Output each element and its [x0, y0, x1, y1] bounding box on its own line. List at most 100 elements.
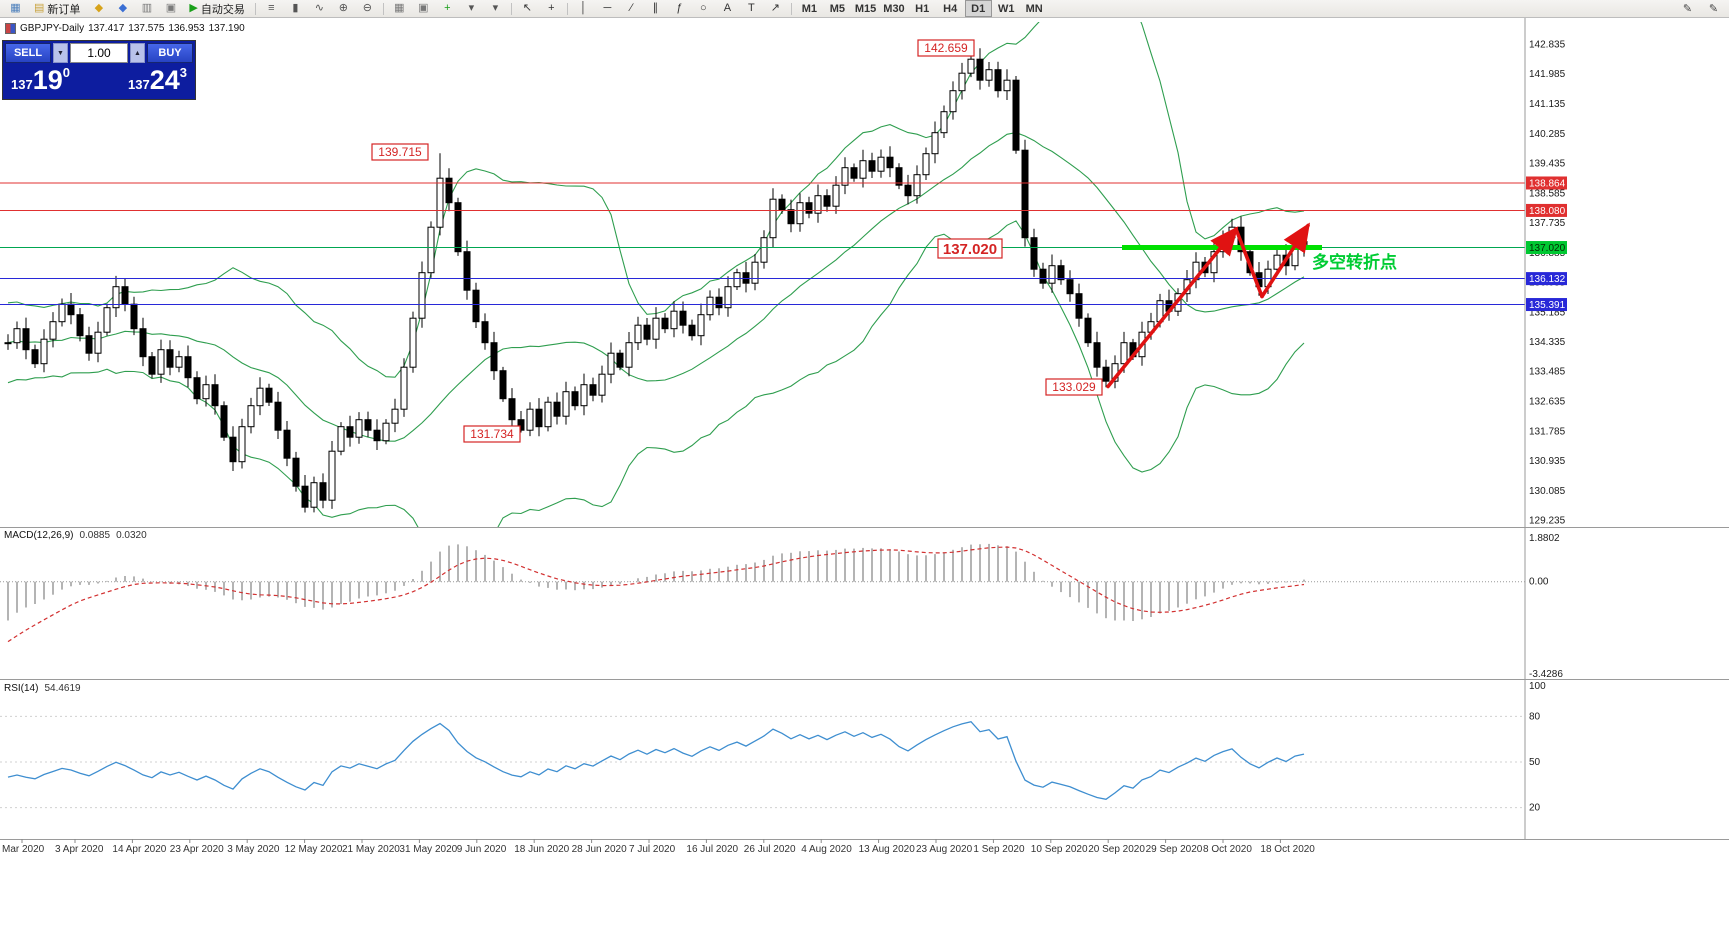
buy-price-pips: 24 — [149, 65, 180, 95]
sell-price-display[interactable]: 137190 — [11, 65, 70, 98]
price-axis-tick: 130.085 — [1529, 486, 1566, 497]
fibonacci-icon[interactable]: ƒ — [668, 0, 691, 17]
candle-body — [832, 184, 840, 207]
timeframe-mn-label: MN — [1025, 2, 1043, 15]
timeframe-w1-label: W1 — [997, 2, 1015, 15]
new-order-button[interactable]: ▤ 新订单 — [28, 0, 86, 17]
indicators-dropdown-icon[interactable]: ▾ — [460, 0, 483, 17]
candle-body — [508, 398, 516, 421]
autotrade-button-icon: ▶ — [189, 2, 198, 14]
candle-body — [112, 286, 120, 309]
lot-increase-button[interactable]: ▲ — [130, 43, 145, 63]
edit-pencil2-icon[interactable]: ✎ — [1708, 3, 1719, 15]
date-axis-label: 13 Aug 2020 — [859, 844, 916, 855]
timeframe-m15[interactable]: M15 — [852, 0, 879, 17]
timeframe-d1[interactable]: D1 — [964, 0, 992, 17]
sell-button[interactable]: SELL — [5, 43, 51, 63]
macd-axis-label: 1.8802 — [1529, 533, 1560, 544]
candle-body — [607, 352, 615, 375]
candle-body — [751, 261, 759, 284]
candlestick-chart-icon[interactable]: ▮ — [284, 0, 307, 17]
timeframe-m5[interactable]: M5 — [824, 0, 851, 17]
timeframe-m30[interactable]: M30 — [880, 0, 907, 17]
timeframe-w1[interactable]: W1 — [993, 0, 1020, 17]
price-axis-tick: 141.985 — [1529, 69, 1566, 80]
timeframe-m1-label: M1 — [801, 2, 818, 15]
periods-dropdown-icon[interactable]: ▾ — [484, 0, 507, 17]
new-order-button-icon: ▤ — [34, 2, 45, 14]
trend-arrow-segment[interactable] — [1106, 226, 1239, 389]
tile-windows-icon[interactable]: ▦ — [388, 0, 411, 17]
channel-icon[interactable]: ∥ — [644, 0, 667, 17]
candle-body — [616, 352, 624, 368]
toolbar-separator — [566, 2, 568, 15]
trend-arrow-segment[interactable] — [1234, 227, 1264, 299]
toolbar-separator — [254, 2, 256, 15]
market-watch-icon[interactable]: ◆ — [87, 0, 110, 17]
candle-body — [994, 69, 1002, 92]
candle-body — [283, 429, 291, 459]
zoom-in-icon[interactable]: ⊕ — [332, 0, 355, 17]
line-chart-icon[interactable]: ∿ — [308, 0, 331, 17]
candle-body — [1273, 254, 1281, 270]
price-callout-box[interactable] — [371, 143, 429, 161]
zoom-out-icon[interactable]: ⊖ — [356, 0, 379, 17]
candle-body — [652, 317, 660, 340]
navigator-icon[interactable]: ▥ — [135, 0, 158, 17]
trend-arrow-segment[interactable] — [1260, 222, 1310, 299]
date-axis-label: 16 Jul 2020 — [686, 844, 738, 855]
candle-body — [148, 356, 156, 375]
line-chart-icon: ∿ — [314, 2, 324, 14]
edit-pencil-icon[interactable]: ✎ — [1682, 3, 1693, 15]
price-callout-box[interactable] — [937, 238, 1003, 259]
cursor-icon[interactable]: ↖ — [516, 0, 539, 17]
indicators-add-icon[interactable]: + — [436, 0, 459, 17]
shapes-icon[interactable]: ○ — [692, 0, 715, 17]
terminal-icon: ▣ — [165, 2, 177, 14]
candle-body — [526, 408, 534, 431]
macd-axis-label: -3.4286 — [1529, 669, 1563, 680]
horizontal-lines-group[interactable]: 138.864 138.080 137.020 136.132 135.391 — [0, 176, 1567, 312]
candle-body — [688, 324, 696, 337]
timeframe-h1[interactable]: H1 — [909, 0, 936, 17]
price-callout-box[interactable] — [917, 39, 975, 57]
symbol-name: GBPJPY-Daily — [20, 23, 85, 34]
lot-decrease-button[interactable]: ▼ — [53, 43, 68, 63]
price-axis-tick: 133.485 — [1529, 367, 1566, 378]
vertical-line-icon[interactable]: │ — [572, 0, 595, 17]
buy-price-display[interactable]: 137243 — [128, 65, 187, 98]
terminal-icon[interactable]: ▣ — [159, 0, 182, 17]
bar-chart-icon[interactable]: ≡ — [260, 0, 283, 17]
timeframe-mn[interactable]: MN — [1021, 0, 1048, 17]
candle-body — [418, 272, 426, 319]
candle-body — [373, 429, 381, 442]
timeframe-m1[interactable]: M1 — [796, 0, 823, 17]
date-axis-label: 29 Sep 2020 — [1146, 844, 1203, 855]
rsi-line — [7, 720, 1305, 800]
arrows-icon[interactable]: ↗ — [764, 0, 787, 17]
text-icon[interactable]: A — [716, 0, 739, 17]
autotrade-button[interactable]: ▶ 自动交易 — [183, 0, 250, 17]
timeframe-h4[interactable]: H4 — [937, 0, 964, 17]
label-icon[interactable]: T — [740, 0, 763, 17]
macd-indicator-label: MACD(12,26,9) 0.0885 0.0320 — [4, 530, 147, 541]
annotations-group[interactable]: 142.659 139.715 137.020 133.029 131.734 多空转折点… — [0, 18, 1729, 855]
trendline-icon[interactable]: ∕ — [620, 0, 643, 17]
buy-button[interactable]: BUY — [147, 43, 193, 63]
crosshair-icon[interactable]: + — [540, 0, 563, 17]
price-callout-box[interactable] — [1045, 378, 1103, 396]
candle-body — [661, 317, 669, 330]
price-callout-box[interactable] — [463, 425, 521, 443]
price-tag — [1526, 176, 1567, 190]
annotation-note-text[interactable]: 多空转折点 — [1312, 252, 1397, 272]
date-axis-label: 23 Aug 2020 — [916, 844, 973, 855]
candle-body — [22, 328, 30, 351]
cascade-windows-icon[interactable]: ▣ — [412, 0, 435, 17]
data-window-icon[interactable]: ◆ — [111, 0, 134, 17]
new-chart-icon[interactable]: ▦ — [4, 0, 27, 17]
lot-size-input[interactable] — [70, 43, 128, 63]
candle-body — [274, 401, 282, 431]
horizontal-line-icon[interactable]: ─ — [596, 0, 619, 17]
